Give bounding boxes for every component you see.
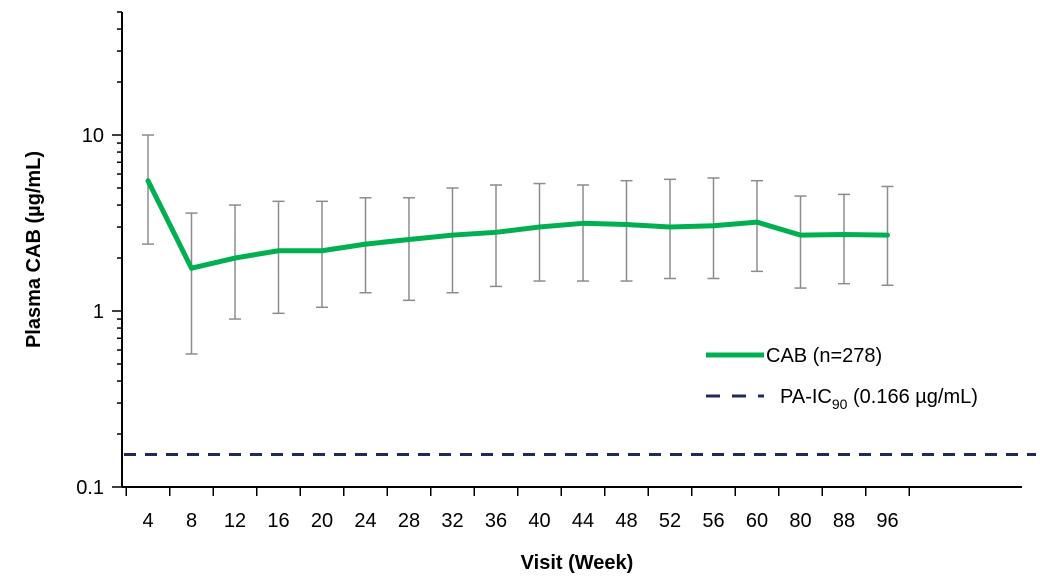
x-tick-label: 8 (186, 510, 197, 532)
y-tick-label: 0.1 (76, 477, 104, 499)
error-bar (142, 134, 154, 245)
error-bar (490, 184, 502, 288)
error-bar (229, 204, 241, 320)
x-tick-label: 48 (615, 510, 637, 532)
error-bar (533, 182, 546, 282)
x-tick-label: 36 (485, 510, 507, 532)
x-tick-label: 80 (789, 510, 811, 532)
y-axis-title: Plasma CAB (µg/mL) (23, 151, 45, 348)
x-tick-label: 44 (572, 510, 594, 532)
error-bar (794, 195, 807, 289)
error-bar (620, 179, 633, 282)
y-tick-label: 1 (93, 301, 104, 323)
error-bar (751, 179, 763, 273)
legend-label-cab: CAB (n=278) (766, 345, 882, 367)
x-tick-label: 88 (833, 510, 855, 532)
x-tick-label: 24 (354, 510, 376, 532)
legend-label-pa-ic90: PA-IC90 (0.166 µg/mL) (780, 386, 978, 412)
series-line-cab (145, 178, 890, 271)
error-bar (446, 187, 459, 294)
error-bar (838, 193, 850, 285)
x-tick-label: 60 (746, 510, 768, 532)
legend: CAB (n=278) PA-IC90 (0.166 µg/mL) (706, 345, 978, 412)
error-bar (403, 197, 415, 302)
x-tick-label: 56 (702, 510, 724, 532)
x-tick-label: 96 (876, 510, 898, 532)
x-tick-label: 52 (659, 510, 681, 532)
series-lines (145, 178, 890, 271)
error-bar (577, 184, 589, 282)
x-tick-label: 40 (528, 510, 550, 532)
y-tick-label: 10 (82, 125, 104, 147)
error-bars (142, 134, 894, 355)
error-bar (316, 200, 328, 309)
x-tick-label: 16 (267, 510, 289, 532)
x-tick-label: 12 (224, 510, 246, 532)
error-bar (272, 200, 285, 315)
x-tick-label: 32 (441, 510, 463, 532)
error-bar (185, 212, 198, 355)
x-tick-label: 20 (311, 510, 333, 532)
x-tick-label: 28 (398, 510, 420, 532)
x-axis-title: Visit (Week) (521, 552, 634, 574)
x-tick-label: 4 (142, 510, 153, 532)
